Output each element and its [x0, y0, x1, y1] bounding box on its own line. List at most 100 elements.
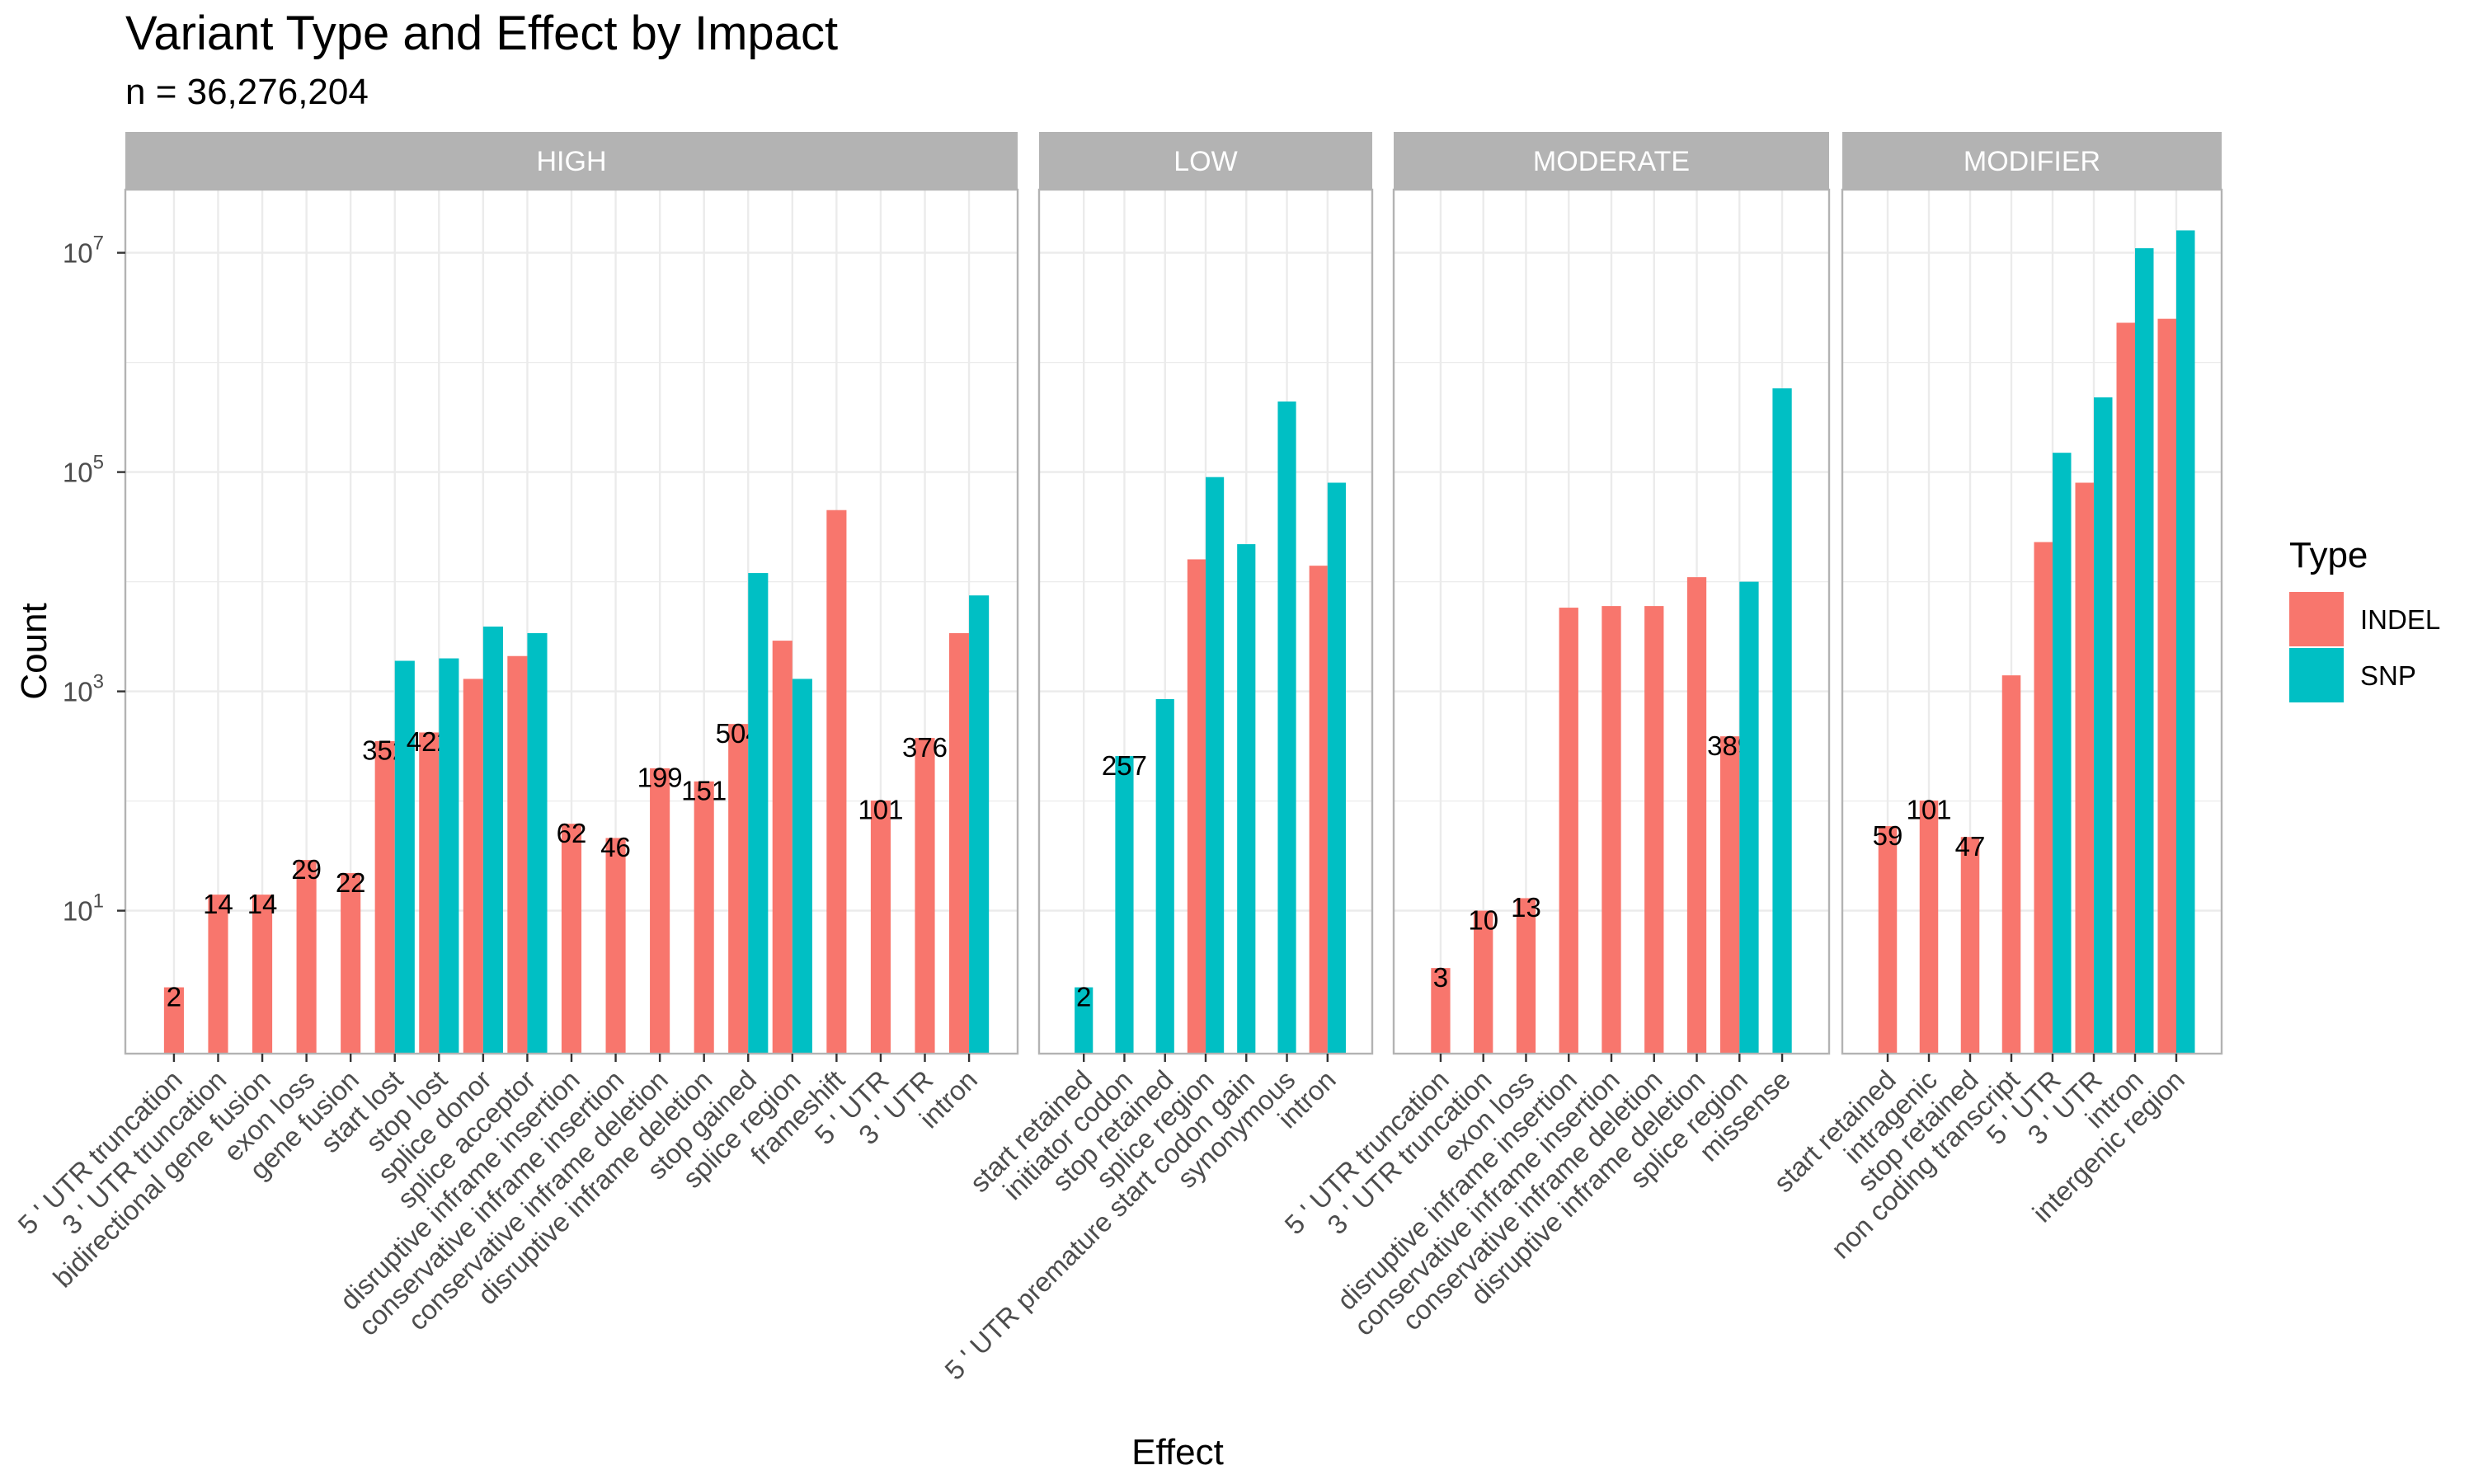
data-label: 47 [1955, 831, 1986, 862]
y-tick-label: 101 [63, 890, 104, 927]
y-axis-title: Count [14, 603, 54, 699]
bar-moderate-splice-region-snp [1739, 581, 1759, 1054]
chart-title: Variant Type and Effect by Impact [125, 7, 838, 60]
bar-modifier-5-utr-indel [2034, 542, 2053, 1054]
bar-low-intron-snp [1327, 482, 1346, 1054]
bar-high-stop-gained-indel [728, 724, 749, 1054]
bar-high-5-utr-indel [870, 801, 891, 1054]
bar-modifier-start-retained-indel [1878, 826, 1898, 1054]
bar-moderate-disruptive-inframe-deletion-indel [1686, 577, 1707, 1054]
legend: Type INDEL SNP [2289, 535, 2440, 702]
bar-high-bidirectional-gene-fusion-indel [252, 895, 273, 1054]
legend-label-snp: SNP [2360, 660, 2416, 691]
bar-moderate-5-utr-truncation-indel [1431, 968, 1451, 1054]
y-tick-label: 105 [63, 452, 104, 488]
panel-low: 2 257 LOW [1037, 132, 1374, 1055]
data-label: 101 [1906, 795, 1951, 825]
legend-title: Type [2289, 535, 2368, 575]
bar-high-stop-lost-indel [419, 732, 440, 1054]
bar-high-stop-lost-snp [439, 658, 459, 1054]
bar-high-splice-acceptor-indel [507, 655, 528, 1054]
facet-strip [1394, 132, 1829, 190]
bar-modifier-intron-indel [2116, 322, 2135, 1054]
bar-modifier-3-utr-snp [2094, 397, 2113, 1054]
bar-high-disruptive-inframe-deletion-indel [694, 781, 714, 1054]
bar-high-gene-fusion-indel [341, 873, 361, 1054]
data-label: 22 [336, 867, 366, 898]
bar-low-intron-indel [1309, 566, 1328, 1054]
bar-moderate-conservative-inframe-insertion-indel [1602, 606, 1621, 1054]
bar-high-disruptive-inframe-insertion-indel [561, 824, 582, 1054]
bar-low-stop-retained-snp [1155, 698, 1174, 1054]
bar-high-splice-acceptor-snp [527, 632, 548, 1054]
bar-high-splice-region-snp [792, 679, 812, 1054]
data-label: 10 [1468, 904, 1498, 935]
bar-high-3-utr-indel [915, 738, 935, 1054]
data-label: 14 [203, 889, 233, 919]
bar-low-splice-region-indel [1187, 559, 1206, 1054]
bar-modifier-intragenic-indel [1919, 801, 1939, 1054]
bar-modifier-non-coding-transcript-indel [2001, 675, 2021, 1054]
data-label: 62 [557, 818, 587, 848]
data-label: 257 [1102, 750, 1147, 781]
bar-high-intron-indel [948, 632, 970, 1054]
bar-low-initiator-codon-snp [1115, 756, 1134, 1054]
bar-high-splice-region-indel [772, 641, 793, 1054]
bar-low-splice-region-snp [1206, 477, 1225, 1054]
bar-low-synonymous-snp [1277, 402, 1296, 1054]
facet-strip-label: MODIFIER [1964, 146, 2100, 177]
data-label: 29 [291, 854, 322, 885]
data-label: 3 [1433, 962, 1448, 993]
bar-low-start-retained-snp [1075, 987, 1094, 1054]
bar-high-exon-loss-indel [296, 860, 317, 1054]
facet-strip [1842, 132, 2222, 190]
bar-moderate-missense-snp [1772, 388, 1792, 1054]
bar-high-5-utr-truncation-indel [163, 987, 184, 1054]
bar-modifier-intergenic-region-snp [2176, 230, 2195, 1054]
bar-modifier-5-utr-snp [2053, 453, 2072, 1054]
bar-moderate-exon-loss-indel [1516, 898, 1536, 1054]
y-axis: 101 103 105 107 [63, 232, 125, 927]
legend-key-snp [2289, 648, 2344, 702]
legend-key-indel [2289, 592, 2344, 646]
data-label: 59 [1873, 820, 1903, 851]
x-axis-title: Effect [1131, 1432, 1224, 1472]
data-label: 151 [681, 776, 727, 806]
data-label: 13 [1511, 892, 1541, 923]
bar-high-conservative-inframe-insertion-indel [605, 838, 626, 1054]
chart-subtitle: n = 36,276,204 [125, 72, 369, 112]
facet-strip-label: HIGH [537, 146, 607, 177]
legend-label-indel: INDEL [2360, 604, 2440, 635]
data-label: 46 [600, 832, 631, 862]
facet-strip [1039, 132, 1372, 190]
data-label: 199 [637, 763, 683, 793]
bar-high-intron-snp [969, 595, 990, 1054]
bar-modifier-intergenic-region-indel [2157, 318, 2176, 1054]
bar-high-frameshift-indel [826, 510, 847, 1054]
bar-high-stop-gained-snp [748, 573, 769, 1054]
bar-modifier-3-utr-indel [2075, 482, 2094, 1054]
bar-moderate-3-utr-truncation-indel [1474, 910, 1493, 1054]
data-label: 101 [858, 795, 903, 825]
facet-strip [125, 132, 1018, 190]
bar-high-start-lost-snp [394, 660, 415, 1054]
data-label: 2 [1076, 981, 1091, 1012]
facet-strip-label: MODERATE [1533, 146, 1690, 177]
y-tick-label: 103 [63, 671, 104, 707]
bar-moderate-conservative-inframe-deletion-indel [1644, 606, 1664, 1054]
facet-strip-label: LOW [1174, 146, 1237, 177]
y-tick-label: 107 [63, 232, 104, 269]
data-label: 14 [247, 889, 278, 919]
bar-modifier-intron-snp [2135, 248, 2154, 1054]
bar-modifier-stop-retained-indel [1960, 837, 1980, 1054]
bar-high-conservative-inframe-deletion-indel [650, 768, 670, 1054]
bar-moderate-disruptive-inframe-insertion-indel [1559, 608, 1578, 1054]
bar-high-start-lost-indel [374, 740, 395, 1054]
bar-low-5-utr-premature-start-codon-gain-snp [1237, 544, 1256, 1054]
data-label: 2 [167, 981, 181, 1012]
